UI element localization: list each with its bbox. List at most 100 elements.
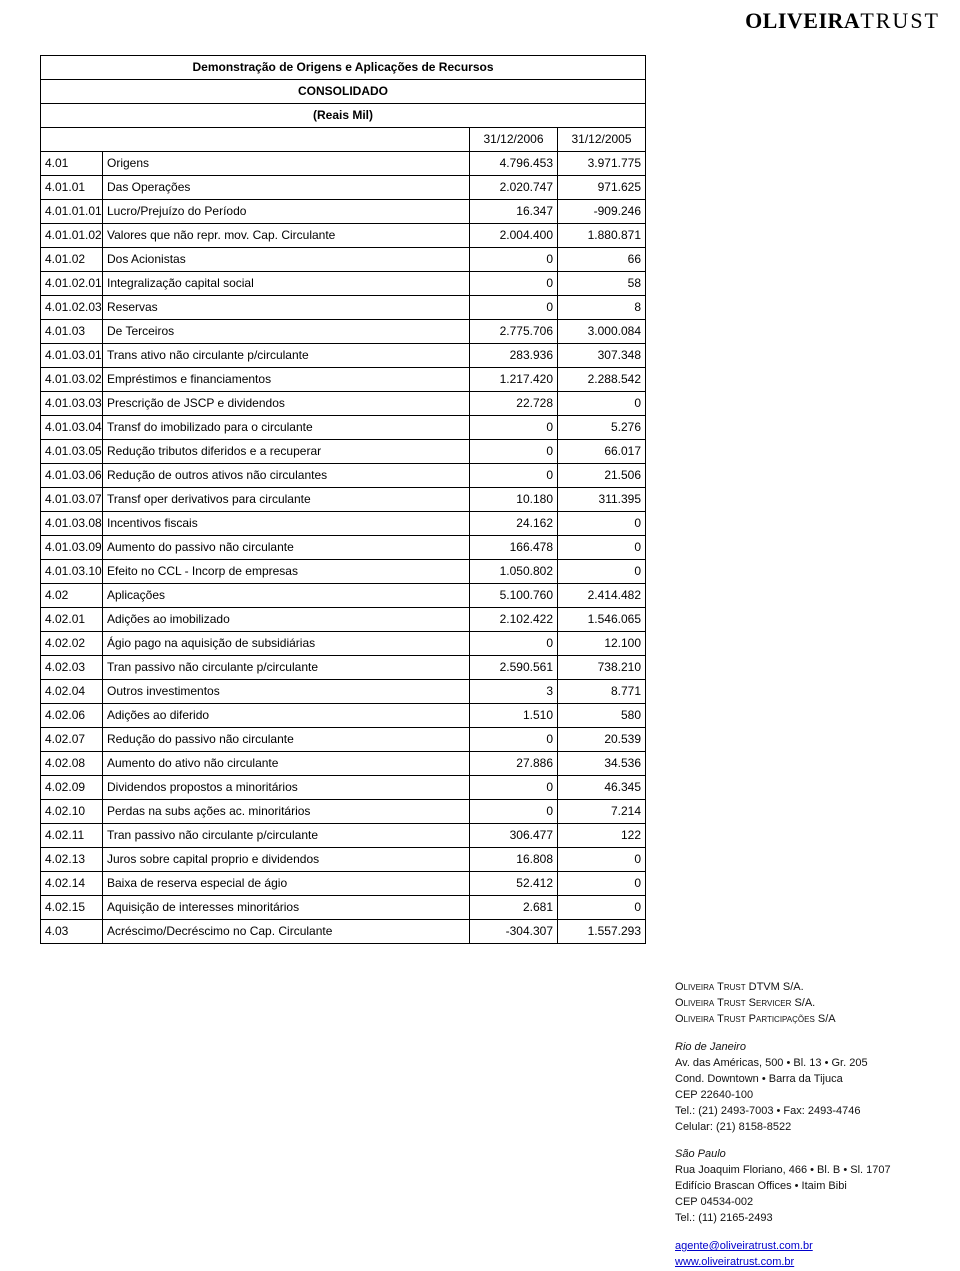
row-desc: Ágio pago na aquisição de subsidiárias — [103, 632, 470, 656]
table-row: 4.02.06Adições ao diferido1.510580 — [41, 704, 646, 728]
table-row: 4.02.03Tran passivo não circulante p/cir… — [41, 656, 646, 680]
row-val-2: 1.880.871 — [558, 224, 646, 248]
row-val-2: 66.017 — [558, 440, 646, 464]
row-val-1: 0 — [470, 440, 558, 464]
row-val-2: 1.546.065 — [558, 608, 646, 632]
row-val-2: 20.539 — [558, 728, 646, 752]
row-code: 4.02.06 — [41, 704, 103, 728]
table-row: 4.01.03.09Aumento do passivo não circula… — [41, 536, 646, 560]
row-code: 4.01 — [41, 152, 103, 176]
row-desc: Perdas na subs ações ac. minoritários — [103, 800, 470, 824]
row-val-2: 2.288.542 — [558, 368, 646, 392]
footer-company-1: Oliveira Trust DTVM S/A. — [675, 980, 940, 996]
row-desc: Dividendos propostos a minoritários — [103, 776, 470, 800]
column-header-2: 31/12/2005 — [558, 128, 646, 152]
report-subtitle: CONSOLIDADO — [41, 80, 646, 104]
row-desc: Lucro/Prejuízo do Período — [103, 200, 470, 224]
logo-left: OLIVEIRA — [745, 8, 860, 33]
row-code: 4.01.03.01 — [41, 344, 103, 368]
footer-block: Oliveira Trust DTVM S/A. Oliveira Trust … — [675, 980, 940, 1271]
report-title: Demonstração de Origens e Aplicações de … — [41, 56, 646, 80]
row-val-1: 16.347 — [470, 200, 558, 224]
table-row: 4.02.01Adições ao imobilizado2.102.4221.… — [41, 608, 646, 632]
row-desc: Outros investimentos — [103, 680, 470, 704]
footer-rj-cel: Celular: (21) 8158-8522 — [675, 1120, 940, 1136]
row-code: 4.01.01.01 — [41, 200, 103, 224]
row-code: 4.01.03.07 — [41, 488, 103, 512]
row-val-1: 1.217.420 — [470, 368, 558, 392]
row-val-2: 8.771 — [558, 680, 646, 704]
table-row: 4.01.03.01Trans ativo não circulante p/c… — [41, 344, 646, 368]
row-val-1: 0 — [470, 296, 558, 320]
report-table-container: Demonstração de Origens e Aplicações de … — [40, 55, 645, 944]
row-val-1: 27.886 — [470, 752, 558, 776]
table-row: 4.01.02.03Reservas08 — [41, 296, 646, 320]
row-code: 4.02.02 — [41, 632, 103, 656]
row-desc: Aplicações — [103, 584, 470, 608]
row-desc: Redução de outros ativos não circulantes — [103, 464, 470, 488]
row-val-2: 307.348 — [558, 344, 646, 368]
row-code: 4.01.02.01 — [41, 272, 103, 296]
row-code: 4.01.03.02 — [41, 368, 103, 392]
row-val-2: 0 — [558, 536, 646, 560]
row-val-1: 0 — [470, 272, 558, 296]
row-val-1: 16.808 — [470, 848, 558, 872]
row-desc: Aumento do passivo não circulante — [103, 536, 470, 560]
row-code: 4.02.10 — [41, 800, 103, 824]
row-val-2: 1.557.293 — [558, 920, 646, 944]
row-desc: Aquisição de interesses minoritários — [103, 896, 470, 920]
row-code: 4.03 — [41, 920, 103, 944]
row-val-1: 5.100.760 — [470, 584, 558, 608]
row-code: 4.01.01.02 — [41, 224, 103, 248]
row-val-1: 0 — [470, 632, 558, 656]
footer-sp-addr2: Edifício Brascan Offices • Itaim Bibi — [675, 1179, 940, 1195]
footer-email-link[interactable]: agente@oliveiratrust.com.br — [675, 1240, 813, 1252]
row-code: 4.02.11 — [41, 824, 103, 848]
row-code: 4.01.02.03 — [41, 296, 103, 320]
table-row: 4.01.03.05Redução tributos diferidos e a… — [41, 440, 646, 464]
row-desc: Transf do imobilizado para o circulante — [103, 416, 470, 440]
table-row: 4.01.02Dos Acionistas066 — [41, 248, 646, 272]
table-row: 4.02.15Aquisição de interesses minoritár… — [41, 896, 646, 920]
footer-company-2: Oliveira Trust Servicer S/A. — [675, 996, 940, 1012]
row-desc: Das Operações — [103, 176, 470, 200]
row-val-2: 2.414.482 — [558, 584, 646, 608]
row-desc: Tran passivo não circulante p/circulante — [103, 824, 470, 848]
row-desc: Incentivos fiscais — [103, 512, 470, 536]
row-val-2: 34.536 — [558, 752, 646, 776]
column-header-1: 31/12/2006 — [470, 128, 558, 152]
report-unit: (Reais Mil) — [41, 104, 646, 128]
table-row: 4.02.08Aumento do ativo não circulante27… — [41, 752, 646, 776]
row-val-2: 46.345 — [558, 776, 646, 800]
row-val-1: 0 — [470, 464, 558, 488]
table-row: 4.01.03De Terceiros2.775.7063.000.084 — [41, 320, 646, 344]
table-row: 4.01.03.02Empréstimos e financiamentos1.… — [41, 368, 646, 392]
row-code: 4.01.03.05 — [41, 440, 103, 464]
row-desc: Efeito no CCL - Incorp de empresas — [103, 560, 470, 584]
row-val-1: 0 — [470, 416, 558, 440]
row-val-1: 2.681 — [470, 896, 558, 920]
row-val-1: 0 — [470, 776, 558, 800]
footer-rj-addr2: Cond. Downtown • Barra da Tijuca — [675, 1072, 940, 1088]
table-row: 4.02.10Perdas na subs ações ac. minoritá… — [41, 800, 646, 824]
row-val-2: 0 — [558, 848, 646, 872]
row-desc: Trans ativo não circulante p/circulante — [103, 344, 470, 368]
footer-company-3: Oliveira Trust Participações S/A — [675, 1012, 940, 1028]
row-val-1: 3 — [470, 680, 558, 704]
logo-right: TRUST — [860, 8, 940, 33]
row-val-1: 1.050.802 — [470, 560, 558, 584]
footer-site-link[interactable]: www.oliveiratrust.com.br — [675, 1256, 794, 1268]
row-desc: Adições ao imobilizado — [103, 608, 470, 632]
row-code: 4.02.08 — [41, 752, 103, 776]
row-desc: Baixa de reserva especial de ágio — [103, 872, 470, 896]
row-code: 4.01.03.08 — [41, 512, 103, 536]
table-row: 4.01.03.08Incentivos fiscais24.1620 — [41, 512, 646, 536]
row-val-1: 2.102.422 — [470, 608, 558, 632]
row-desc: De Terceiros — [103, 320, 470, 344]
row-code: 4.02.03 — [41, 656, 103, 680]
footer-rj-cep: CEP 22640-100 — [675, 1088, 940, 1104]
row-val-2: 0 — [558, 392, 646, 416]
row-val-2: 12.100 — [558, 632, 646, 656]
row-val-1: 306.477 — [470, 824, 558, 848]
table-row: 4.01.03.03Prescrição de JSCP e dividendo… — [41, 392, 646, 416]
